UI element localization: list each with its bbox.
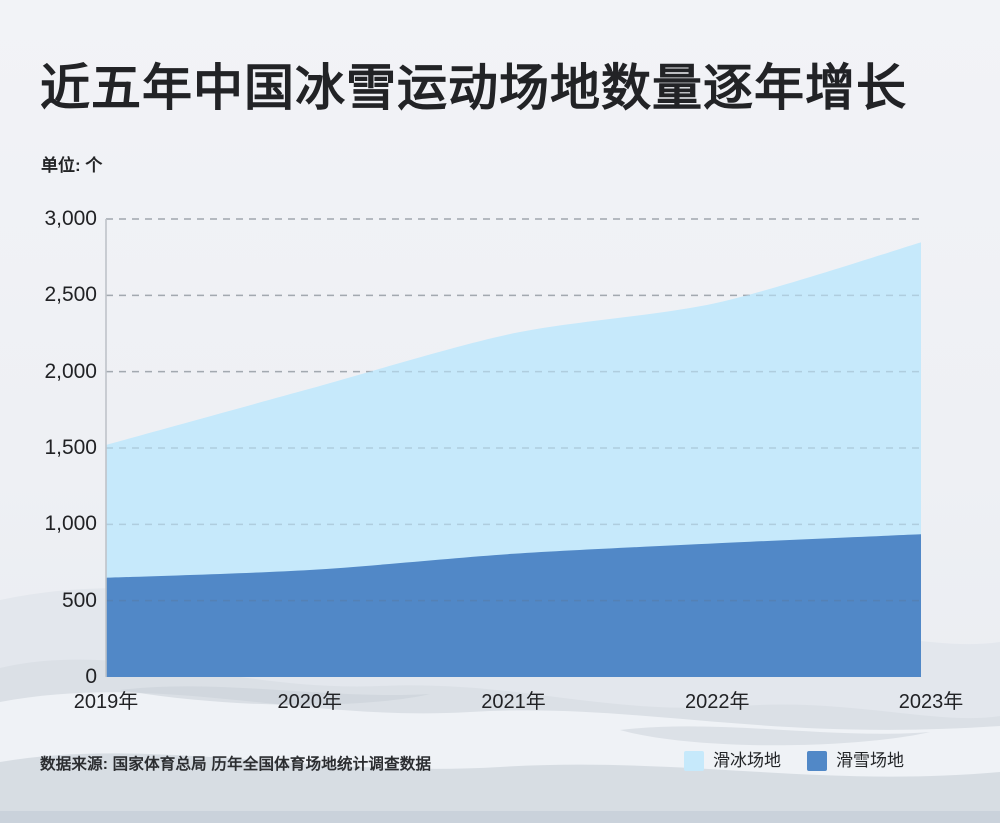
near-mountain-ridge: [0, 753, 1000, 823]
ski-area: [106, 534, 921, 677]
bottom-band: [0, 811, 1000, 823]
data-source-note: 数据来源: 国家体育总局 历年全国体育场地统计调查数据: [40, 756, 432, 773]
rock-streak: [120, 686, 430, 705]
legend-swatch-ski: [807, 751, 827, 771]
legend-item-ice-skating: 滑冰场地: [684, 751, 781, 771]
unit-label: 单位: 个: [41, 156, 103, 175]
legend-item-ski: 滑雪场地: [807, 751, 904, 771]
chart-legend: 滑冰场地 滑雪场地: [684, 751, 904, 771]
legend-swatch-ice-skating: [684, 751, 704, 771]
legend-label-ice-skating: 滑冰场地: [713, 751, 781, 770]
chart-title: 近五年中国冰雪运动场地数量逐年增长: [40, 60, 907, 116]
legend-label-ski: 滑雪场地: [836, 751, 904, 770]
rock-streak: [620, 726, 930, 746]
